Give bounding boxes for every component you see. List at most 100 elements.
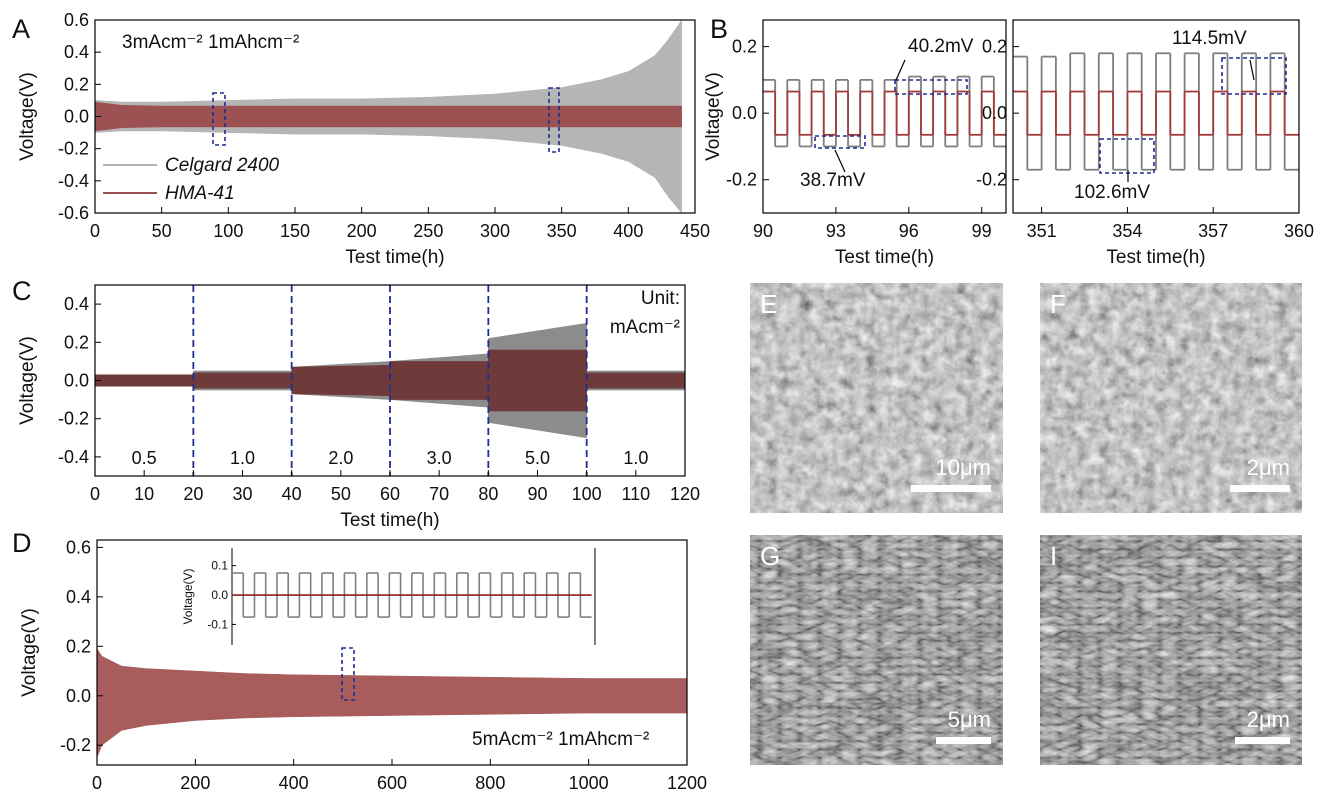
scale-bar bbox=[936, 737, 991, 744]
panel-letter: D bbox=[12, 528, 32, 558]
x-tick-label: 40 bbox=[282, 484, 302, 504]
highlight-box bbox=[894, 79, 968, 95]
micrograph bbox=[750, 535, 1003, 765]
inset-y-tick-label: 0.0 bbox=[211, 588, 228, 602]
segment-label: 1.0 bbox=[230, 448, 255, 468]
panel-letter: C bbox=[12, 276, 32, 306]
micrograph-label: G bbox=[760, 541, 780, 571]
segment-label: 2.0 bbox=[328, 448, 353, 468]
x-tick-label: 30 bbox=[232, 484, 252, 504]
y-tick-label: -0.4 bbox=[58, 447, 89, 467]
y-tick-label: 0.0 bbox=[64, 371, 89, 391]
plot-area bbox=[95, 20, 682, 213]
legend-label: HMA-41 bbox=[165, 183, 235, 204]
micrograph-label: F bbox=[1050, 289, 1066, 319]
annotation: 5mAcm⁻² 1mAhcm⁻² bbox=[472, 729, 649, 750]
micrograph bbox=[1040, 283, 1302, 513]
x-tick-label: 351 bbox=[1027, 221, 1057, 241]
highlight-box bbox=[1099, 138, 1155, 174]
panel: 90 93 96 99 -0.2 0.0 0.2 Test time(h) Voltage(V)… bbox=[703, 14, 1007, 268]
y-tick-label: 0.2 bbox=[66, 636, 91, 656]
y-axis-label: Voltage(V) bbox=[19, 608, 40, 697]
x-tick-label: 200 bbox=[347, 221, 377, 241]
x-tick-label: 360 bbox=[1284, 221, 1314, 241]
y-tick-label: 0.4 bbox=[66, 587, 91, 607]
x-tick-label: 0 bbox=[90, 221, 100, 241]
voltage-band bbox=[97, 648, 687, 758]
scale-bar-label: 5μm bbox=[948, 707, 991, 732]
x-tick-label: 354 bbox=[1112, 221, 1142, 241]
annotation: Unit: bbox=[641, 288, 680, 309]
panel: 0.5 1.0 2.0 3.0 5.0 1.0 0 10 20 30 40 50 60 70 80 90 100… bbox=[12, 276, 700, 531]
axes-frame bbox=[1012, 19, 1300, 214]
plot-area bbox=[763, 75, 1006, 148]
inset-y-label: Voltage(V) bbox=[181, 568, 195, 624]
segment-label: 5.0 bbox=[525, 448, 550, 468]
x-tick-label: 400 bbox=[613, 221, 643, 241]
x-tick-label: 1000 bbox=[569, 773, 609, 793]
x-tick-label: 80 bbox=[478, 484, 498, 504]
x-tick-label: 100 bbox=[572, 484, 602, 504]
segment-label: 1.0 bbox=[623, 448, 648, 468]
plot-area bbox=[1013, 52, 1299, 171]
x-tick-label: 800 bbox=[475, 773, 505, 793]
panel-letter: B bbox=[710, 14, 728, 44]
segment-label: 0.5 bbox=[132, 448, 157, 468]
x-tick-label: 110 bbox=[621, 484, 650, 504]
inset-y-tick-label: -0.1 bbox=[207, 617, 228, 631]
scale-bar bbox=[1230, 485, 1290, 492]
x-tick-label: 150 bbox=[280, 221, 310, 241]
annotation: 102.6mV bbox=[1074, 182, 1150, 203]
scale-bar-label: 2μm bbox=[1247, 707, 1290, 732]
y-tick-label: 0.0 bbox=[732, 103, 757, 123]
x-axis-label: Test time(h) bbox=[340, 510, 439, 531]
highlight-box bbox=[341, 647, 355, 701]
x-axis-label: Test time(h) bbox=[345, 247, 444, 268]
x-axis-label: Test time(h) bbox=[835, 247, 934, 268]
x-axis-label: Test time(h) bbox=[1106, 247, 1205, 268]
highlight-box bbox=[814, 135, 866, 149]
y-tick-label: 0.0 bbox=[982, 103, 1007, 123]
y-tick-label: -0.2 bbox=[60, 735, 91, 755]
x-tick-label: 357 bbox=[1198, 221, 1228, 241]
panel: 0 50 100 150 200 250 300 350 400 450 -0.6 -0.4 -0.2 0… bbox=[12, 10, 710, 268]
x-tick-label: 1200 bbox=[667, 773, 707, 793]
x-tick-label: 300 bbox=[480, 221, 510, 241]
y-tick-label: 0.4 bbox=[64, 42, 89, 62]
x-tick-label: 10 bbox=[134, 484, 154, 504]
arrow bbox=[895, 59, 906, 81]
x-tick-label: 350 bbox=[547, 221, 577, 241]
highlight-box bbox=[1221, 57, 1287, 95]
y-tick-label: 0.2 bbox=[732, 37, 757, 57]
x-tick-label: 96 bbox=[899, 221, 919, 241]
y-tick-label: 0.6 bbox=[66, 537, 91, 557]
micrograph-label: E bbox=[760, 289, 777, 319]
inset-y-tick-label: 0.1 bbox=[211, 559, 228, 573]
y-tick-label: -0.6 bbox=[58, 203, 89, 223]
x-tick-label: 50 bbox=[331, 484, 351, 504]
y-tick-label: 0.2 bbox=[64, 332, 89, 352]
annotation: 40.2mV bbox=[908, 36, 974, 57]
x-tick-label: 0 bbox=[90, 484, 100, 504]
panel: 020040060080010001200-0.20.00.20.40.6Tes… bbox=[12, 528, 707, 802]
x-tick-label: 0 bbox=[92, 773, 102, 793]
axes-frame bbox=[762, 19, 1007, 214]
annotation: 3mAcm⁻² 1mAhcm⁻² bbox=[122, 32, 299, 53]
arrow bbox=[1249, 59, 1255, 81]
scale-bar bbox=[911, 485, 991, 492]
x-tick-label: 20 bbox=[183, 484, 203, 504]
legend-label: Celgard 2400 bbox=[165, 155, 280, 176]
y-tick-label: 0.4 bbox=[64, 294, 89, 314]
annotation: mAcm⁻² bbox=[610, 317, 680, 338]
x-tick-label: 400 bbox=[279, 773, 309, 793]
x-tick-label: 100 bbox=[213, 221, 243, 241]
x-tick-label: 93 bbox=[826, 221, 846, 241]
x-tick-label: 99 bbox=[972, 221, 992, 241]
scale-bar-label: 2μm bbox=[1247, 455, 1290, 480]
y-axis-label: Voltage(V) bbox=[17, 336, 38, 425]
micrograph-label: I bbox=[1050, 541, 1057, 571]
y-tick-label: 0.2 bbox=[982, 37, 1007, 57]
micrograph bbox=[1040, 535, 1302, 765]
y-axis-label: Voltage(V) bbox=[17, 72, 38, 161]
